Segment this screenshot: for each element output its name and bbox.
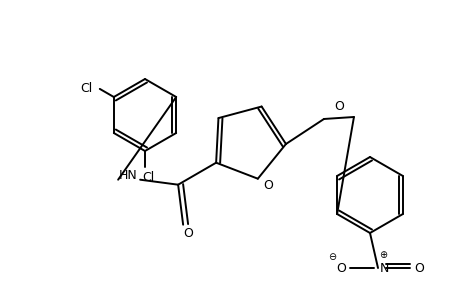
Text: O: O <box>336 262 345 275</box>
Text: HN: HN <box>118 169 137 182</box>
Text: Cl: Cl <box>80 82 93 95</box>
Text: Cl: Cl <box>141 171 154 184</box>
Text: N: N <box>379 262 388 275</box>
Text: O: O <box>333 100 343 113</box>
Text: O: O <box>413 262 423 275</box>
Text: ⊖: ⊖ <box>327 252 336 262</box>
Text: ⊕: ⊕ <box>378 250 386 260</box>
Text: O: O <box>183 227 193 240</box>
Text: O: O <box>263 179 272 192</box>
